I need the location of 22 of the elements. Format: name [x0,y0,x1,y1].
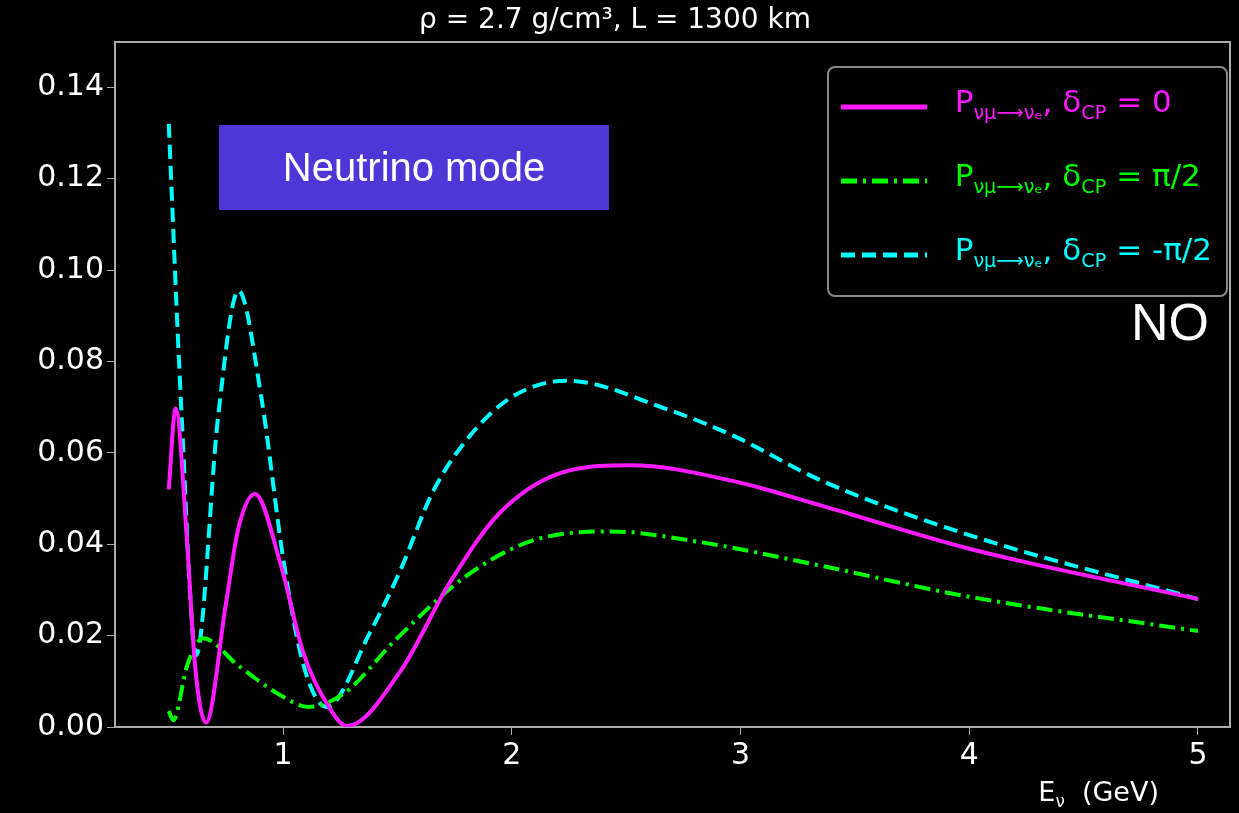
legend-label: P$_{νμ⟶νₑ}$, δ$_{CP}$ = π/2 [954,156,1201,201]
line-series [166,529,1200,723]
y-tick-label: 0.04 [37,524,104,560]
chart-title: ρ = 2.7 g/cm³, L = 1300 km [419,2,811,36]
annotation: NO [1131,292,1209,352]
x-tick-label: 1 [273,735,293,771]
y-tick-label: 0.02 [37,615,104,651]
x-tick-label: 2 [502,735,522,771]
x-tick-label: 5 [1188,735,1208,771]
y-tick-label: 0.08 [37,341,104,377]
line-series [166,406,1200,727]
y-tick-label: 0.00 [37,706,104,742]
y-tick-label: 0.14 [37,67,104,103]
x-tick-label: 4 [959,735,979,771]
y-tick-label: 0.10 [37,249,104,285]
y-tick-label: 0.12 [37,158,104,194]
x-tick-label: 3 [731,735,751,771]
legend-label: P$_{νμ⟶νₑ}$, δ$_{CP}$ = 0 [954,82,1172,127]
x-axis-title: E$_{ν}$ (GeV) [1038,775,1159,811]
legend-label: P$_{νμ⟶νₑ}$, δ$_{CP}$ = -π/2 [954,230,1212,275]
y-tick-label: 0.06 [37,432,104,468]
annotation: Neutrino mode [219,125,609,210]
